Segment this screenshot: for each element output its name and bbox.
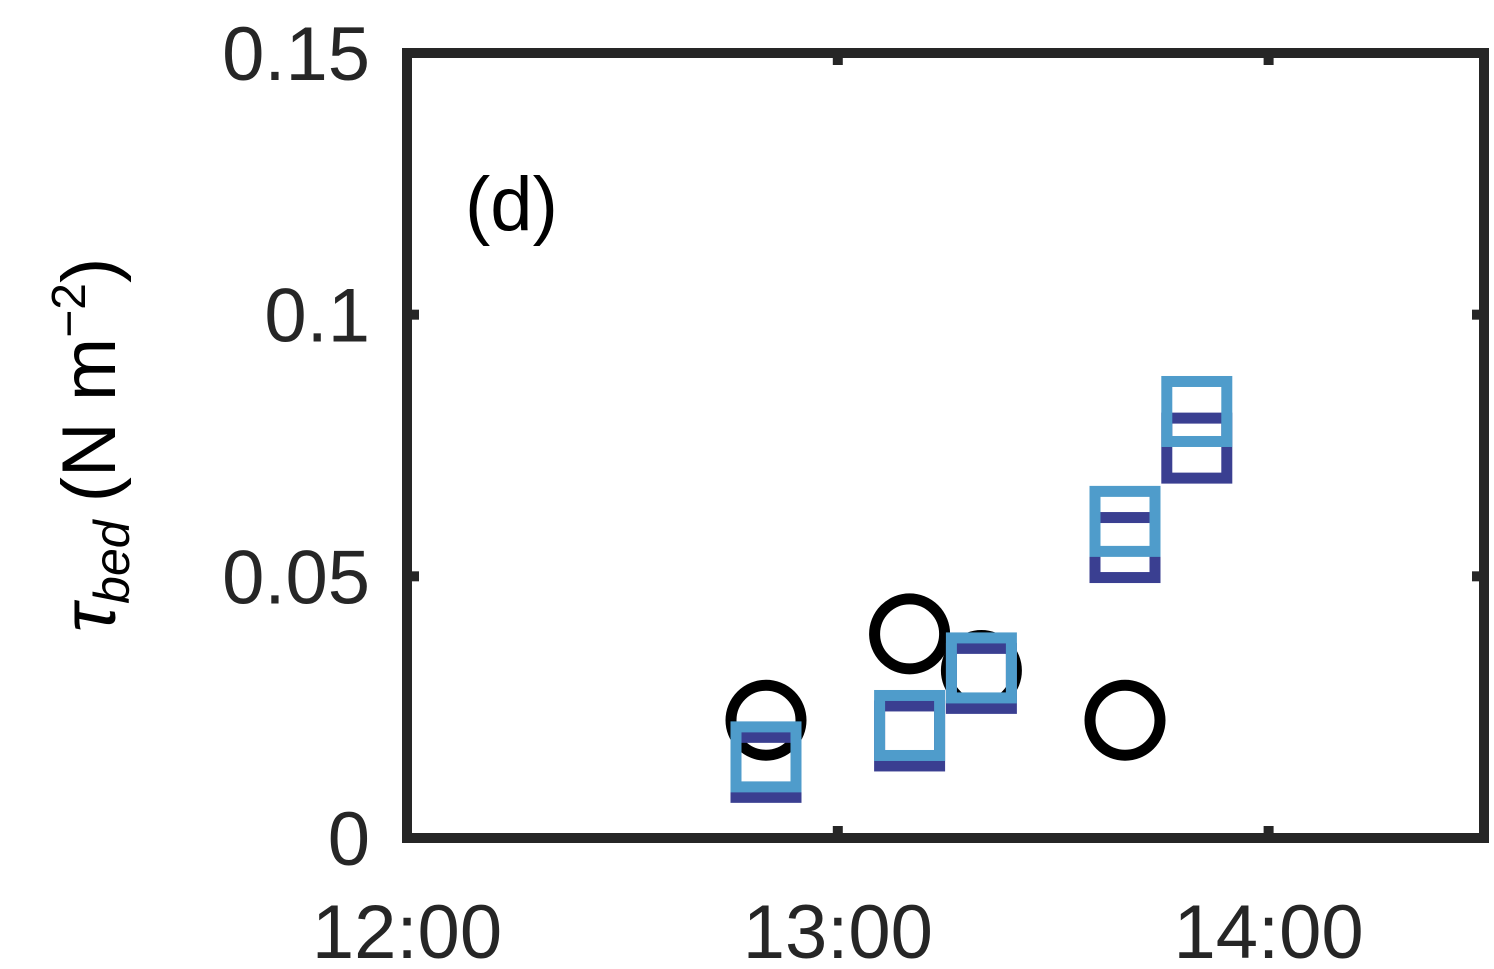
panel-label: (d): [465, 162, 558, 247]
circle-marker-0: [725, 679, 807, 761]
circle-marker-1: [869, 593, 951, 675]
y-tick-label-3: 0.15: [222, 12, 370, 97]
square-marker-s2-2: [945, 632, 1017, 704]
plot-marks: [725, 375, 1233, 803]
y-tick-label-1: 0.05: [222, 535, 370, 620]
square-marker-s2-1: [874, 689, 946, 761]
plot-frame: [402, 48, 1489, 843]
x-tick-label-0: 12:00: [312, 890, 502, 969]
square-marker-s2-0: [730, 721, 802, 793]
y-axis-label-subscript: bed: [84, 518, 140, 604]
y-tick-label-2: 0.1: [264, 274, 370, 359]
y-axis-label: τbed (N m−2): [43, 258, 140, 633]
x-tick-label-1: 13:00: [743, 890, 933, 969]
circle-marker-3: [1084, 679, 1166, 761]
square-marker-s2-3: [1089, 485, 1161, 557]
axes: [402, 48, 1489, 843]
y-axis-label-symbol: τ: [47, 599, 132, 632]
axis-labels: 0 0.05 0.1 0.15 12:00 13:00 14:00: [222, 12, 1364, 969]
square-marker-s1-4: [1161, 412, 1233, 484]
x-tick-label-2: 14:00: [1174, 890, 1364, 969]
y-axis-label-exponent: −2: [43, 283, 96, 338]
y-axis-label-close: ): [47, 258, 132, 283]
y-tick-label-0: 0: [328, 797, 370, 882]
y-axis-label-unit: (N m: [47, 338, 132, 503]
square-marker-s2-4: [1161, 375, 1233, 447]
